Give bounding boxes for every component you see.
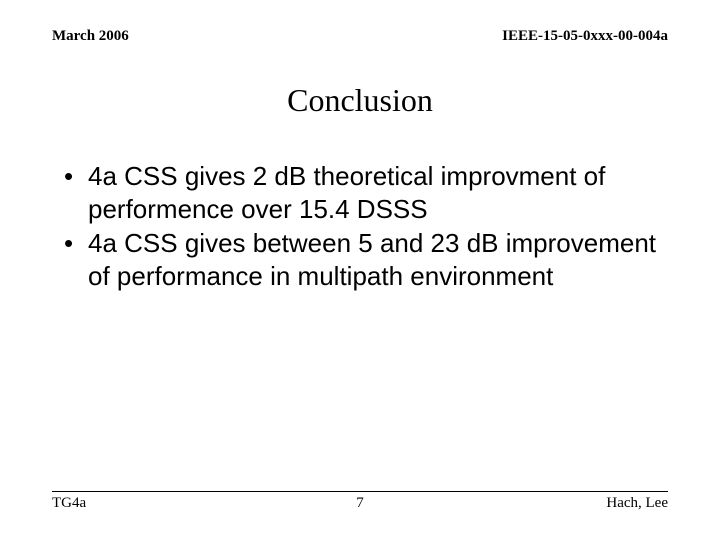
footer-authors: Hach, Lee (606, 495, 668, 512)
footer-divider (52, 491, 668, 492)
bullet-item: 4a CSS gives 2 dB theoretical improvment… (60, 160, 660, 225)
slide: March 2006 IEEE-15-05-0xxx-00-004a Concl… (0, 0, 720, 540)
slide-title: Conclusion (0, 82, 720, 119)
bullet-item: 4a CSS gives between 5 and 23 dB improve… (60, 227, 660, 292)
header-date: March 2006 (52, 28, 129, 45)
header-doc-id: IEEE-15-05-0xxx-00-004a (502, 28, 668, 45)
bullet-list: 4a CSS gives 2 dB theoretical improvment… (60, 160, 660, 294)
